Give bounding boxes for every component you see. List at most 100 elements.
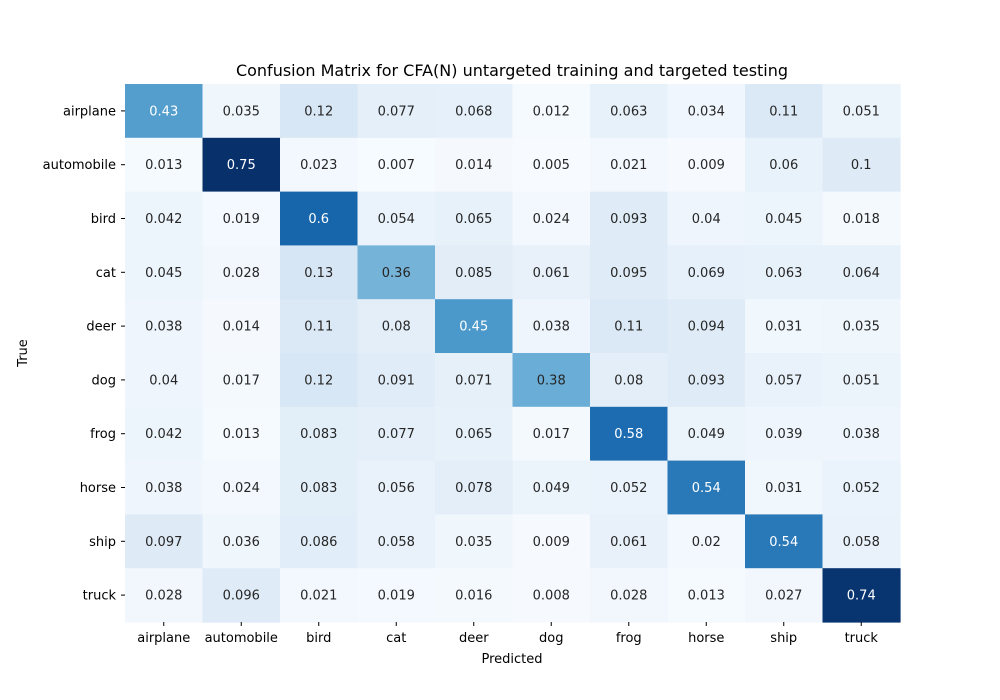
heatmap-cell [280,245,359,300]
cell-value-label: 0.028 [223,266,260,281]
cell-value-label: 0.005 [533,158,570,173]
heatmap-cell [125,245,204,300]
heatmap-cell [590,245,669,300]
cell-value-label: 0.083 [300,427,337,442]
cell-value-label: 0.045 [765,212,802,227]
y-tick-label: horse [80,481,116,496]
cell-value-label: 0.08 [382,320,411,335]
cell-value-label: 0.023 [300,158,337,173]
cell-value-label: 0.016 [455,589,492,604]
heatmap-cell [435,460,514,515]
heatmap-cell [590,460,669,515]
cell-value-label: 0.02 [692,535,721,550]
cell-value-label: 0.057 [765,373,802,388]
heatmap-cell [512,245,591,300]
heatmap-cell [745,514,824,569]
cell-value-label: 0.097 [145,535,182,550]
cell-value-label: 0.086 [300,535,337,550]
heatmap-cell [125,568,204,623]
x-tick-label: frog [616,631,642,646]
heatmap-cell [125,137,204,193]
y-tick-label: dog [92,373,116,388]
cell-value-label: 0.014 [223,320,260,335]
cell-value-label: 0.051 [843,104,880,119]
y-tick-label: truck [83,589,117,604]
heatmap-cell [435,191,514,246]
heatmap-cell [667,568,746,623]
heatmap-cell [202,568,281,623]
cell-value-label: 0.058 [843,535,880,550]
heatmap-cell [667,514,746,569]
cell-value-label: 0.04 [692,212,721,227]
heatmap-cell [512,137,591,193]
cell-value-label: 0.12 [304,373,333,388]
heatmap-cell [590,406,669,462]
cell-value-label: 0.028 [610,589,647,604]
x-tick-label: cat [386,631,406,646]
cell-value-label: 0.085 [455,266,492,281]
y-tick-label: airplane [63,104,116,119]
heatmap-cell [512,514,591,569]
y-tick-label: deer [86,320,116,335]
cell-value-label: 0.11 [304,320,333,335]
heatmap-cell [667,299,746,354]
cell-value-label: 0.069 [688,266,725,281]
heatmap-cell [667,460,746,515]
heatmap-cell [202,406,281,462]
x-tick-label: deer [459,631,489,646]
heatmap-cell [822,84,901,139]
heatmap-cell [512,299,591,354]
cell-value-label: 0.45 [459,320,488,335]
cell-value-label: 0.038 [145,320,182,335]
cell-value-label: 0.078 [455,481,492,496]
chart-title: Confusion Matrix for CFA(N) untargeted t… [236,61,788,80]
cell-value-label: 0.042 [145,212,182,227]
heatmap-cell [745,406,824,462]
cell-value-label: 0.11 [769,104,798,119]
heatmap-cell [512,191,591,246]
cell-value-label: 0.024 [223,481,260,496]
heatmap-cell [357,84,436,139]
x-tick-label: ship [770,631,797,646]
cell-value-label: 0.013 [223,427,260,442]
heatmap-cell [435,406,514,462]
heatmap-cell [357,568,436,623]
heatmap-cell [512,460,591,515]
heatmap-cell [667,353,746,408]
cell-value-label: 0.013 [145,158,182,173]
cell-value-label: 0.54 [692,481,721,496]
cell-value-label: 0.058 [378,535,415,550]
cell-value-label: 0.063 [765,266,802,281]
heatmap-cell [590,191,669,246]
cell-value-label: 0.031 [765,481,802,496]
heatmap-cell [435,84,514,139]
heatmap-cell [357,514,436,569]
cell-value-label: 0.091 [378,373,415,388]
cell-value-label: 0.04 [149,373,178,388]
heatmap-cell [280,84,359,139]
heatmap-cell [280,299,359,354]
cell-value-label: 0.096 [223,589,260,604]
heatmap-cell [357,245,436,300]
y-tick-label: cat [96,266,116,281]
cell-value-label: 0.052 [843,481,880,496]
cell-value-label: 0.38 [537,373,566,388]
y-tick-label: frog [90,427,116,442]
heatmap-cell [822,406,901,462]
heatmap-cell [280,568,359,623]
cell-value-label: 0.12 [304,104,333,119]
cell-value-label: 0.093 [610,212,647,227]
heatmap-cell [202,137,281,193]
cell-value-label: 0.008 [533,589,570,604]
cell-value-label: 0.049 [533,481,570,496]
cell-value-label: 0.36 [382,266,411,281]
cell-value-label: 0.077 [378,104,415,119]
heatmap-cell [125,460,204,515]
heatmap-cell [435,514,514,569]
x-tick-label: horse [688,631,724,646]
cell-value-label: 0.094 [688,320,725,335]
cell-value-label: 0.013 [688,589,725,604]
x-tick-label: bird [306,631,331,646]
heatmap-cell [357,353,436,408]
